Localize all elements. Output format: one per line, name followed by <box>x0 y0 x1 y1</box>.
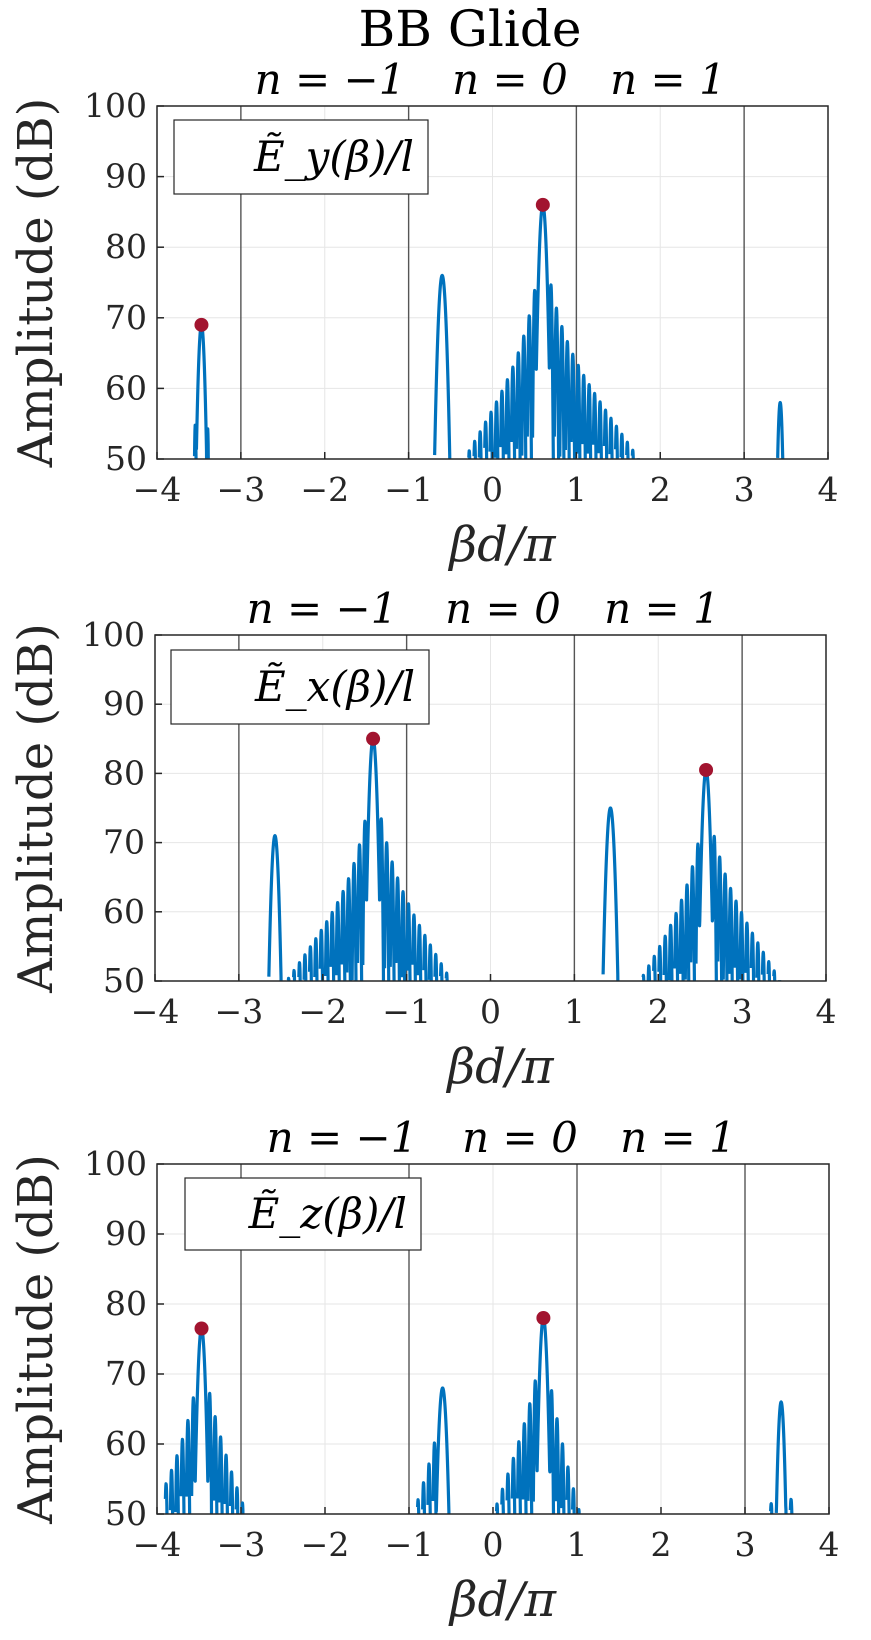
chart-panel-3: −4 −3 −2 −1 0 1 2 3 4 50 60 70 80 90 100 βd/π Amplitude … <box>8 1113 840 1628</box>
x-tick-label: −4 <box>133 1525 182 1564</box>
peak-marker-1 <box>194 1321 209 1336</box>
chart-panel-2: −4 −3 −2 −1 0 1 2 3 4 50 60 70 80 90 100 βd/π Amplitude … <box>8 584 837 1095</box>
y-tick-label: 90 <box>103 684 145 723</box>
peak-marker-2 <box>535 197 550 212</box>
y-tick-label: 60 <box>105 368 147 407</box>
y-tick-label: 50 <box>105 1494 147 1533</box>
legend-entry: Ẽ_z(β)/l <box>248 1188 407 1238</box>
y-tick-label: 100 <box>82 615 145 654</box>
x-tick-label: 4 <box>816 992 837 1031</box>
y-tick-label: 70 <box>105 1354 147 1393</box>
x-tick-label: 0 <box>483 1525 504 1564</box>
peak-marker-2 <box>699 762 714 777</box>
x-tick-label: −2 <box>298 992 347 1031</box>
series-line <box>267 737 782 981</box>
y-axis-label: Amplitude (dB) <box>8 623 64 994</box>
harmonic-label-1: n = −1 <box>247 584 398 633</box>
x-tick-label: −2 <box>301 1525 350 1564</box>
y-tick-label: 70 <box>105 298 147 337</box>
x-tick-label: −3 <box>217 1525 266 1564</box>
y-axis-label: Amplitude (dB) <box>8 98 64 469</box>
y-tick-label: 80 <box>103 753 145 792</box>
legend: Ẽ_x(β)/l <box>170 649 430 725</box>
panels: −4 −3 −2 −1 0 1 2 3 45060708090100βd/πAmplitude … <box>8 55 840 1628</box>
y-tick-label: 60 <box>105 1424 147 1463</box>
x-axis-label: βd/π <box>445 1039 555 1095</box>
y-tick-label: 100 <box>84 1144 147 1183</box>
x-tick-label: 2 <box>648 992 669 1031</box>
y-tick-label: 60 <box>103 892 145 931</box>
legend-box <box>173 119 429 195</box>
series-line <box>163 1316 794 1514</box>
peak-marker-1 <box>194 317 209 332</box>
harmonic-label-3: n = 1 <box>610 55 726 104</box>
harmonic-label-3: n = 1 <box>604 584 720 633</box>
y-tick-label: 70 <box>103 823 145 862</box>
x-tick-label: 3 <box>735 1525 756 1564</box>
y-tick-label: 50 <box>105 439 147 478</box>
legend: Ẽ_y(β)/l <box>173 119 429 195</box>
series-line <box>192 203 785 459</box>
x-tick-label: −3 <box>215 992 264 1031</box>
x-tick-label: 0 <box>482 470 503 509</box>
x-tick-label: 4 <box>819 1525 840 1564</box>
harmonic-label-2: n = 0 <box>462 1113 578 1162</box>
y-tick-label: 80 <box>105 1284 147 1323</box>
legend: Ẽ_z(β)/l <box>184 1177 422 1251</box>
x-tick-label: 1 <box>564 992 585 1031</box>
x-tick-label: 2 <box>650 470 671 509</box>
harmonic-label-2: n = 0 <box>452 55 568 104</box>
x-tick-label: −3 <box>217 470 266 509</box>
legend-entry: Ẽ_y(β)/l <box>253 131 414 181</box>
x-tick-label: 2 <box>651 1525 672 1564</box>
x-tick-label: −4 <box>131 992 180 1031</box>
x-tick-label: 3 <box>732 992 753 1031</box>
y-tick-label: 100 <box>84 86 147 125</box>
x-axis-label: βd/π <box>447 517 557 573</box>
figure-title: BB Glide <box>359 0 582 58</box>
harmonic-label-1: n = −1 <box>267 1113 418 1162</box>
x-tick-label: −1 <box>384 470 433 509</box>
y-tick-label: 50 <box>103 961 145 1000</box>
x-tick-label: 3 <box>734 470 755 509</box>
harmonic-label-2: n = 0 <box>445 584 561 633</box>
x-tick-label: 0 <box>480 992 501 1031</box>
x-tick-label: 1 <box>566 470 587 509</box>
legend-box <box>184 1177 422 1251</box>
peak-marker-1 <box>366 731 381 746</box>
x-tick-label: −2 <box>300 470 349 509</box>
legend-box <box>170 649 430 725</box>
x-tick-label: −4 <box>133 470 182 509</box>
harmonic-label-1: n = −1 <box>255 55 406 104</box>
y-tick-label: 90 <box>105 157 147 196</box>
harmonic-label-3: n = 1 <box>620 1113 736 1162</box>
legend-entry: Ẽ_x(β)/l <box>254 661 415 711</box>
x-tick-label: 1 <box>567 1525 588 1564</box>
x-tick-label: −1 <box>385 1525 434 1564</box>
peak-marker-2 <box>536 1311 551 1325</box>
y-axis-label: Amplitude (dB) <box>8 1154 64 1525</box>
x-tick-label: −1 <box>382 992 431 1031</box>
chart-panel-1: −4 −3 −2 −1 0 1 2 3 4 50 60 70 80 90 100 βd/π Amplitude … <box>8 55 839 573</box>
y-tick-label: 80 <box>105 227 147 266</box>
y-tick-label: 90 <box>105 1214 147 1253</box>
x-tick-label: 4 <box>818 470 839 509</box>
x-axis-label: βd/π <box>448 1572 558 1628</box>
